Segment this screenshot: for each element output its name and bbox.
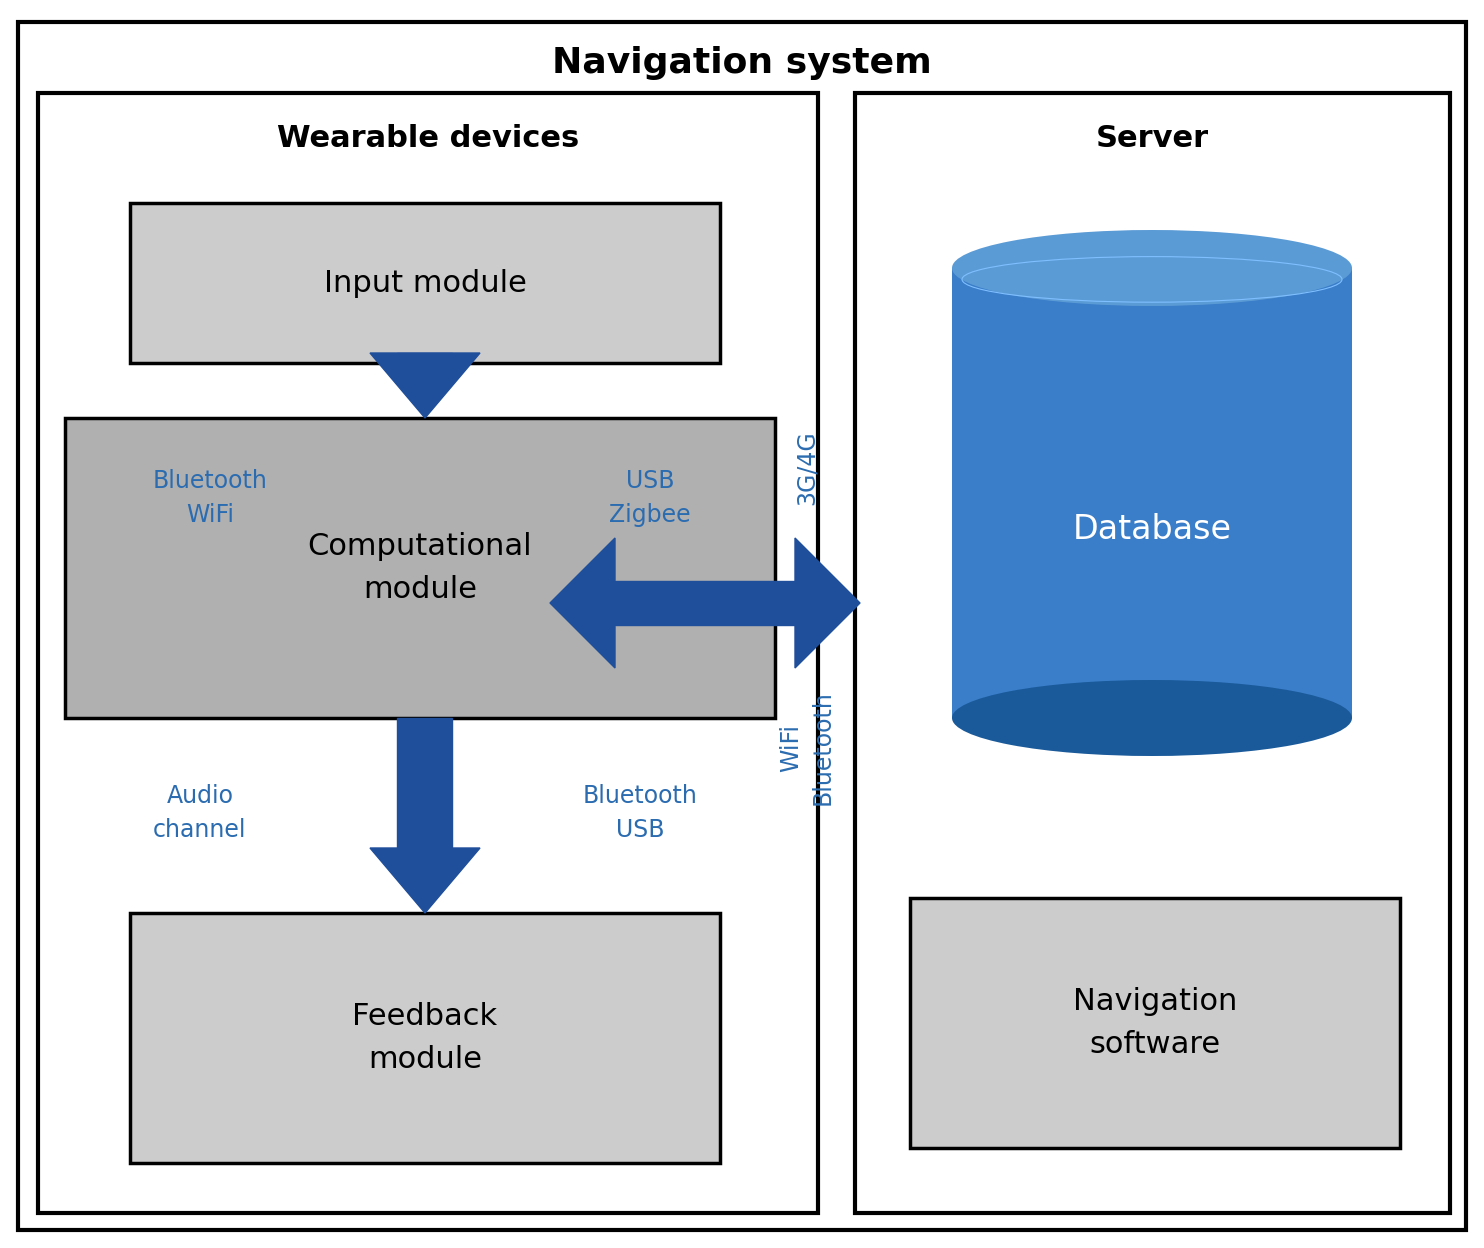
FancyBboxPatch shape [131, 914, 720, 1163]
Bar [398, 718, 453, 847]
Polygon shape [370, 353, 479, 418]
Text: Server: Server [1095, 124, 1208, 152]
FancyBboxPatch shape [910, 899, 1399, 1148]
Text: 3G/4G: 3G/4G [795, 431, 819, 505]
Text: Input module: Input module [324, 268, 527, 297]
Text: Audio
channel: Audio channel [153, 784, 246, 841]
Text: WiFi
Bluetooth: WiFi Bluetooth [779, 690, 835, 805]
Text: Navigation system: Navigation system [552, 46, 932, 80]
Text: Feedback
module: Feedback module [352, 1002, 497, 1073]
Ellipse shape [953, 680, 1352, 756]
Bar [614, 582, 795, 625]
Text: Database: Database [1073, 513, 1232, 545]
Text: Bluetooth
WiFi: Bluetooth WiFi [153, 469, 267, 527]
Ellipse shape [953, 230, 1352, 306]
FancyBboxPatch shape [855, 94, 1450, 1213]
FancyBboxPatch shape [39, 94, 818, 1213]
Text: Navigation
software: Navigation software [1073, 987, 1238, 1058]
Polygon shape [370, 847, 479, 914]
Bar [398, 353, 453, 363]
FancyBboxPatch shape [65, 418, 775, 718]
Bar [953, 268, 1352, 718]
Text: Wearable devices: Wearable devices [278, 124, 579, 152]
Text: Bluetooth
USB: Bluetooth USB [583, 784, 697, 841]
FancyBboxPatch shape [131, 203, 720, 363]
Polygon shape [795, 538, 861, 668]
Polygon shape [551, 538, 614, 668]
Text: USB
Zigbee: USB Zigbee [610, 469, 692, 527]
Text: Computational
module: Computational module [307, 532, 533, 604]
FancyBboxPatch shape [18, 22, 1466, 1231]
